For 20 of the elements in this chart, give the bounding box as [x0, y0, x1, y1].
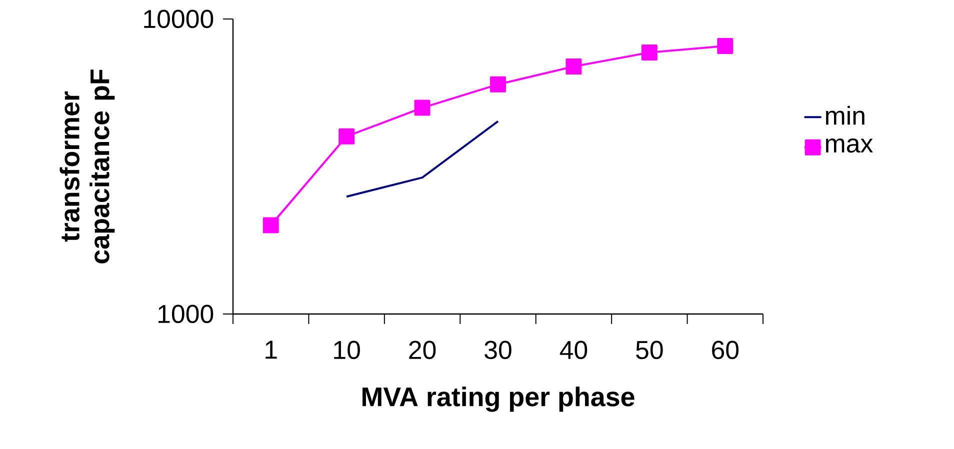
point [490, 76, 506, 92]
y-tick-label: 10000 [144, 10, 214, 28]
legend-label: max [826, 138, 873, 153]
x-tick-label: 30 [484, 340, 512, 360]
x-tick-label: 10 [334, 340, 360, 360]
x-tick-label: 60 [712, 340, 739, 360]
legend-label: min [826, 106, 864, 125]
x-tick-label: 40 [560, 340, 588, 360]
point [338, 128, 355, 144]
x-tick-label: 20 [409, 340, 436, 360]
point [414, 100, 430, 116]
point [566, 58, 582, 75]
x-tick-label: 50 [636, 340, 663, 360]
x-axis-title: MVA rating per phase [362, 386, 634, 412]
y-axis-title: transformer capacitance pF [60, 70, 115, 264]
x-tick-label: 1 [266, 340, 277, 359]
point [717, 38, 734, 54]
point [262, 217, 279, 234]
point [641, 44, 658, 60]
y-tick-label: 1000 [158, 304, 214, 324]
